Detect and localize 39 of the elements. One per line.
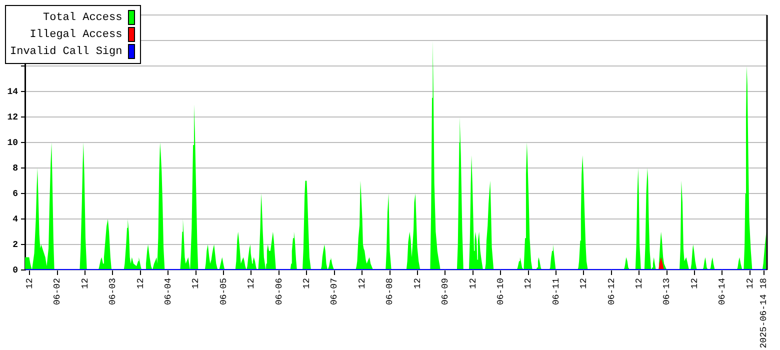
legend-label: Invalid Call Sign	[10, 46, 122, 58]
x-tick-label: 12	[191, 278, 202, 289]
x-tick-label: 06-03	[108, 278, 118, 306]
x-tick-label: 12	[524, 278, 534, 289]
x-tick-label: 12	[690, 278, 700, 289]
y-tick-label: 2	[12, 240, 18, 250]
x-tick-label: 06-06	[274, 278, 284, 306]
legend-label: Illegal Access	[30, 28, 122, 40]
x-tick-label: 12	[412, 278, 423, 289]
x-tick-label: 06-11	[551, 278, 562, 306]
x-tick-label: 12	[80, 278, 90, 289]
x-tick-label: 12	[302, 278, 312, 289]
x-tick-label: 12	[745, 278, 756, 289]
x-tick-label: 06-12	[606, 278, 617, 306]
y-tick-label: 12	[7, 112, 18, 122]
x-tick-label: 12	[136, 278, 146, 289]
x-tick-label: 06-08	[385, 278, 396, 306]
x-tick-label: 06-07	[330, 278, 340, 306]
legend-label: Total Access	[43, 12, 122, 24]
y-tick-label: 10	[7, 138, 18, 148]
x-tick-label: 12	[25, 278, 36, 289]
x-tick-label: 12	[357, 278, 368, 289]
x-tick-label: 2025-06-14 18	[759, 278, 770, 348]
x-tick-label: 06-14	[718, 278, 728, 306]
y-tick-label: 6	[12, 188, 18, 199]
x-tick-label: 12	[246, 278, 257, 289]
y-tick-label: 4	[12, 214, 19, 224]
x-tick-label: 06-09	[440, 278, 451, 306]
y-tick-label: 14	[7, 86, 19, 97]
y-tick-label: 0	[12, 265, 18, 276]
x-tick-label: 12	[634, 278, 644, 289]
x-tick-label: 06-04	[164, 278, 174, 306]
x-tick-label: 06-02	[52, 278, 63, 306]
y-tick-label: 8	[12, 163, 18, 174]
x-tick-label: 06-10	[496, 278, 506, 306]
x-tick-label: 06-13	[662, 278, 672, 306]
x-tick-label: 12	[468, 278, 478, 289]
x-tick-label: 12	[579, 278, 590, 289]
x-tick-label: 06-05	[218, 278, 229, 306]
